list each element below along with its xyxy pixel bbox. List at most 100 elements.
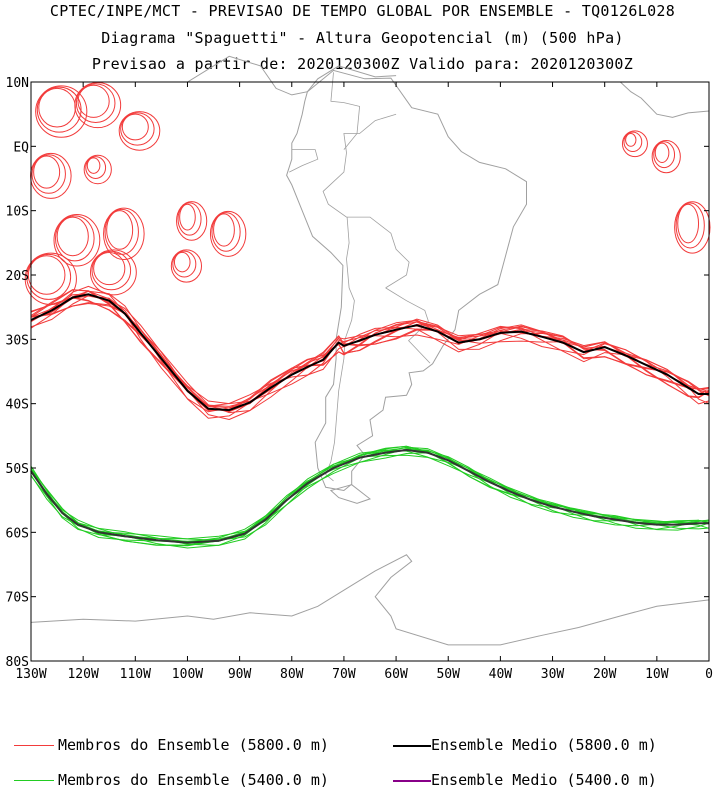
x-tick-label: 90W bbox=[228, 667, 252, 682]
member-5800-line bbox=[30, 302, 710, 411]
member-5400-line bbox=[30, 449, 710, 541]
member-5800-line bbox=[30, 303, 710, 411]
member-5800-blob bbox=[24, 252, 77, 306]
member-5800-blob bbox=[27, 255, 66, 295]
country-border bbox=[289, 149, 319, 173]
ensemble-members bbox=[24, 82, 711, 549]
member-5800-blob bbox=[654, 142, 670, 163]
member-5800-blob bbox=[26, 253, 72, 300]
axis-ticks: 130W 120W 110W 100W 90W 80W 70W 60W 50W 40W 30W 20W… bbox=[6, 76, 713, 682]
member-5800-blob bbox=[104, 208, 139, 255]
member-5800-blob bbox=[86, 157, 101, 174]
member-5800-blob bbox=[85, 156, 107, 179]
member-5400-line bbox=[30, 447, 710, 540]
legend-swatch-member-5800 bbox=[14, 745, 54, 746]
member-5800-blob bbox=[77, 84, 110, 118]
y-tick-label: 70S bbox=[6, 591, 29, 606]
member-5800-blob bbox=[173, 251, 191, 273]
title-line-1: CPTEC/INPE/MCT - PREVISAO DE TEMPO GLOBA… bbox=[49, 2, 676, 20]
legend-label-mean-5400: Ensemble Medio (5400.0 m) bbox=[431, 771, 657, 789]
y-tick-label: 50S bbox=[6, 462, 29, 477]
legend-swatch-mean-5800 bbox=[393, 745, 431, 747]
member-5800-blob bbox=[31, 154, 66, 194]
member-5800-blob bbox=[56, 216, 89, 257]
member-5800-blob bbox=[213, 213, 235, 247]
member-5800-blob bbox=[179, 203, 196, 231]
south-america-coastline bbox=[286, 69, 527, 492]
y-tick-label: EQ bbox=[13, 140, 29, 155]
member-5800-blob bbox=[621, 130, 648, 158]
member-5800-blob bbox=[53, 214, 101, 267]
member-5800-blob bbox=[83, 154, 112, 185]
y-tick-label: 10S bbox=[6, 205, 29, 220]
member-5800-blob bbox=[209, 210, 247, 257]
member-5800-blob bbox=[170, 249, 203, 283]
member-5800-blob bbox=[33, 155, 61, 189]
x-tick-label: 20W bbox=[593, 667, 617, 682]
y-tick-label: 80S bbox=[6, 655, 29, 670]
country-border bbox=[322, 113, 410, 289]
member-5800-blob bbox=[35, 85, 88, 138]
member-5800-blob bbox=[623, 131, 643, 153]
member-5800-blob bbox=[677, 203, 700, 244]
member-5800-blob bbox=[177, 202, 202, 236]
member-5800-blob bbox=[653, 141, 676, 169]
tierra-del-fuego-coastline bbox=[329, 484, 372, 504]
member-5400-line bbox=[30, 448, 710, 543]
x-tick-label: 110W bbox=[120, 667, 151, 682]
y-tick-label: 10N bbox=[6, 76, 29, 91]
legend-label-member-5400: Membros do Ensemble (5400.0 m) bbox=[58, 771, 329, 789]
member-5800-blob bbox=[176, 201, 208, 241]
y-tick-label: 40S bbox=[6, 398, 29, 413]
member-5800-blob bbox=[91, 250, 132, 291]
member-5800-blob bbox=[120, 112, 155, 146]
x-tick-label: 60W bbox=[384, 667, 408, 682]
member-5800-line bbox=[30, 297, 710, 413]
member-5800-blob bbox=[103, 207, 145, 261]
country-border bbox=[330, 72, 361, 150]
member-5800-blob bbox=[172, 250, 197, 278]
legend-swatch-member-5400 bbox=[14, 780, 54, 781]
x-tick-label: 80W bbox=[280, 667, 304, 682]
member-5800-blob bbox=[55, 215, 95, 262]
member-5800-blob bbox=[36, 86, 82, 133]
member-5800-blob bbox=[211, 212, 241, 252]
country-border bbox=[346, 217, 350, 259]
member-5400-line bbox=[30, 445, 710, 547]
map-background bbox=[30, 55, 710, 646]
member-5800-blob bbox=[75, 83, 116, 124]
member-5800-blob bbox=[121, 113, 149, 141]
member-5400-line bbox=[30, 449, 710, 546]
x-tick-label: 130W bbox=[15, 667, 46, 682]
x-tick-label: 40W bbox=[489, 667, 513, 682]
title-line-2: Diagrama "Spaguetti" - Altura Geopotenci… bbox=[101, 29, 624, 47]
mean-5400-line bbox=[30, 449, 709, 544]
x-tick-label: 70W bbox=[332, 667, 356, 682]
x-tick-label: 100W bbox=[172, 667, 203, 682]
member-5400-line bbox=[30, 452, 710, 544]
country-border bbox=[385, 287, 431, 364]
member-5800-line bbox=[30, 290, 710, 419]
y-tick-label: 60S bbox=[6, 526, 29, 541]
member-5800-blob bbox=[93, 251, 126, 286]
member-5800-blob bbox=[625, 133, 637, 147]
member-5800-blob bbox=[90, 249, 137, 296]
mean-5800-line bbox=[30, 293, 709, 412]
member-5800-line bbox=[30, 290, 710, 405]
member-5800-line bbox=[30, 296, 710, 411]
legend-label-mean-5800: Ensemble Medio (5800.0 m) bbox=[431, 736, 657, 754]
member-5400-line bbox=[30, 449, 710, 542]
member-5800-blob bbox=[118, 111, 161, 151]
member-5800-blob bbox=[674, 201, 711, 254]
x-tick-label: 50W bbox=[436, 667, 460, 682]
member-5800-blob bbox=[38, 87, 76, 128]
x-tick-label: 0 bbox=[705, 667, 713, 682]
member-5800-blob bbox=[106, 210, 134, 250]
africa-coastline bbox=[619, 81, 710, 118]
member-5800-blob bbox=[675, 202, 705, 249]
member-5800-line bbox=[30, 285, 710, 413]
x-tick-label: 120W bbox=[67, 667, 98, 682]
antarctica-coastline bbox=[30, 554, 710, 646]
y-tick-label: 20S bbox=[6, 269, 29, 284]
